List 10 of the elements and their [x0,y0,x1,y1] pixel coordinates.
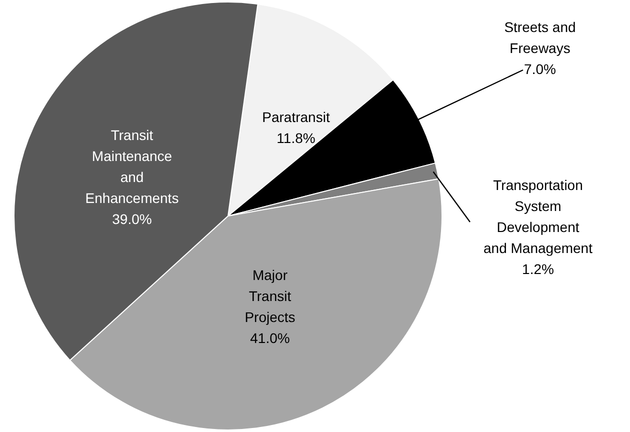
slice-label: Transportation System Development and Management [484,177,593,256]
data-label: 7.0% [524,61,556,77]
data-label: 39.0% [112,211,152,227]
data-label: 1.2% [522,261,554,277]
slice-label: Streets and Freeways [504,19,576,56]
data-label: 41.0% [250,330,290,346]
slice-label: Transit Maintenance and Enhancements [85,127,179,206]
slice-label: Paratransit [262,109,330,125]
slice-label: Major Transit Projects [244,267,296,325]
data-label: 11.8% [276,130,316,146]
